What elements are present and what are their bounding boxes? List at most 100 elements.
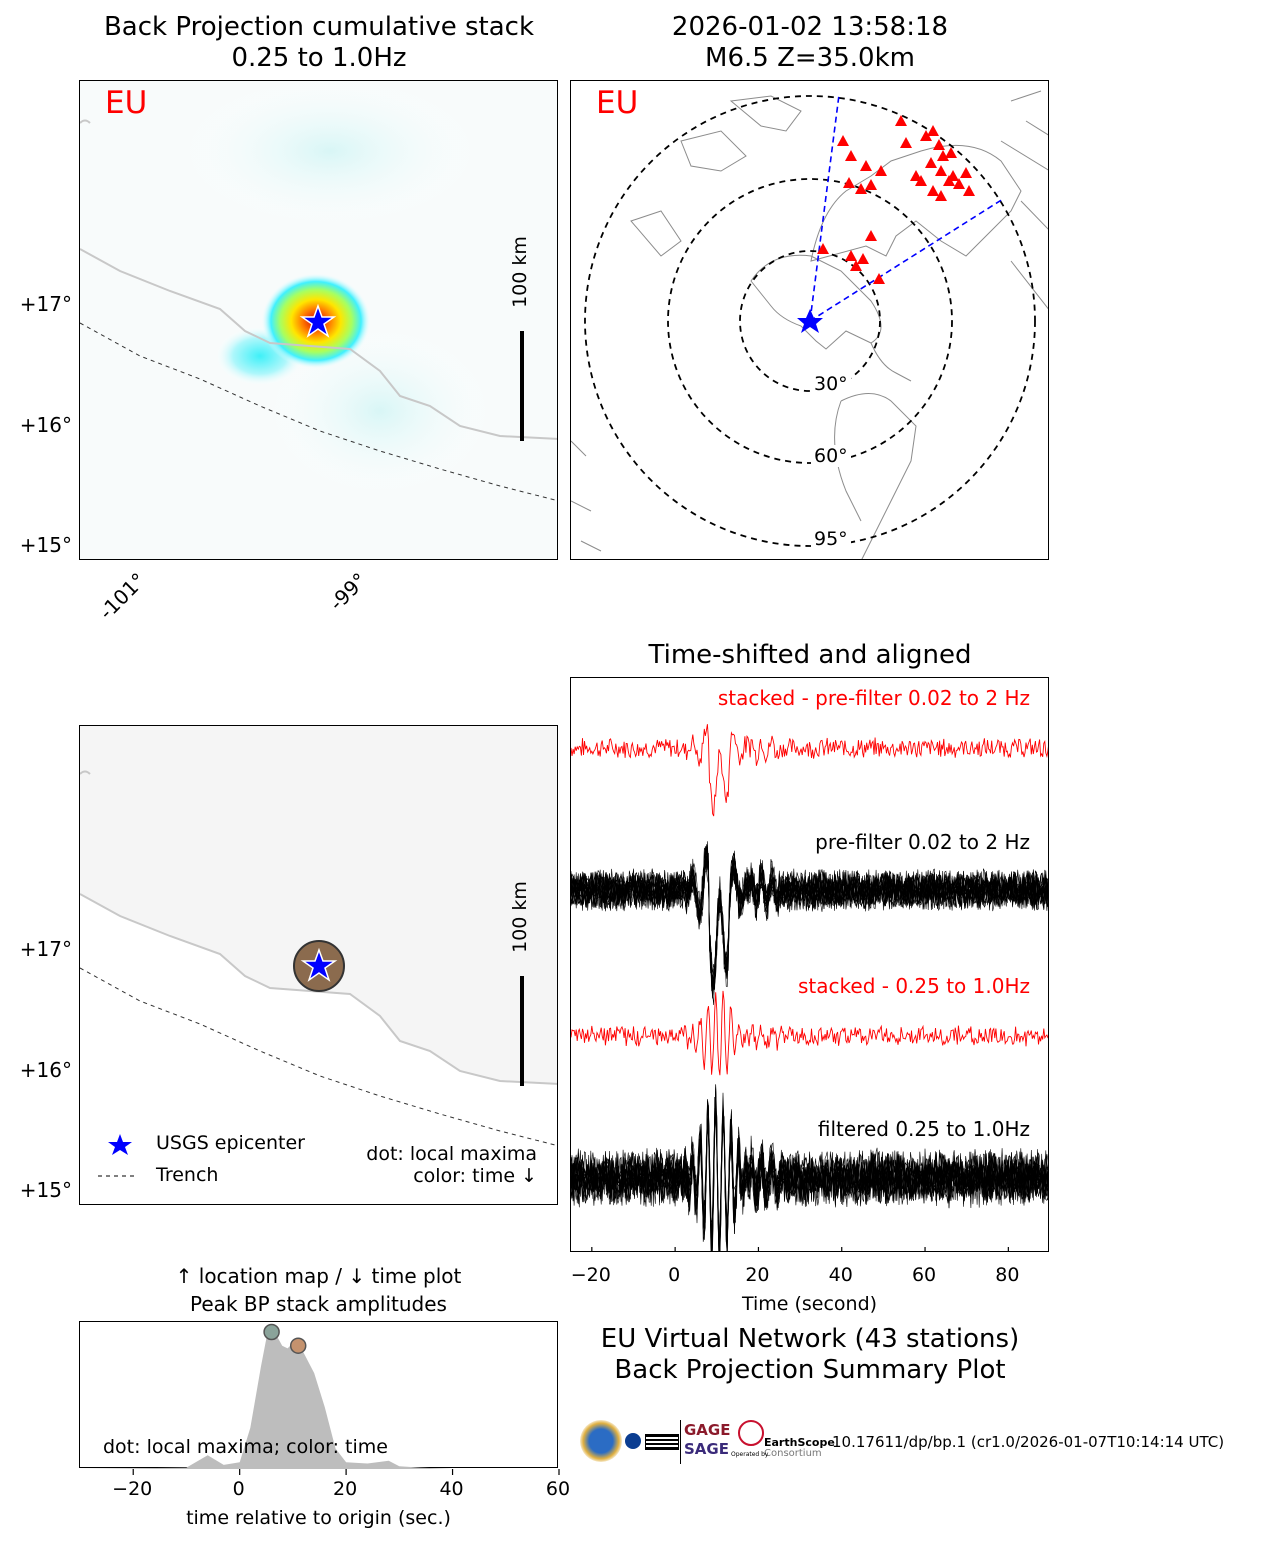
epicenter-star-icon	[797, 309, 823, 333]
network-label: EU	[596, 85, 639, 121]
earthscope-name: EarthScope	[764, 1436, 835, 1449]
traces-chart-graphic	[571, 724, 1048, 1251]
epicenter-star-icon	[299, 303, 337, 338]
ring-label-30: 30°	[811, 373, 851, 395]
network-label: EU	[105, 85, 148, 121]
station-triangle-icon	[943, 175, 955, 186]
operated-by: Operated by	[731, 1451, 769, 1458]
amplitude-xtick: 40	[439, 1478, 464, 1500]
stacked-prefilter-trace	[571, 724, 1048, 817]
amplitude-title: ↑ location map / ↓ time plot Peak BP sta…	[175, 1264, 462, 1316]
nsf-logo	[580, 1420, 622, 1462]
station-triangle-icon	[925, 157, 937, 168]
amplitude-area	[80, 1332, 559, 1469]
location-ytick: +16°	[19, 1058, 72, 1082]
local-maxima-dot	[263, 1323, 280, 1341]
station-triangle-icon	[817, 243, 829, 254]
prefilter-trace	[571, 846, 1048, 990]
traces-xtick: 20	[745, 1264, 770, 1286]
epicenter-star-icon	[300, 947, 338, 982]
station-triangle-icon	[927, 125, 939, 136]
prefilter-trace	[571, 844, 1048, 978]
earthscope-consortium: Consortium	[764, 1448, 822, 1459]
traces-xtick: −20	[570, 1264, 611, 1286]
map-ytick: +17°	[19, 292, 72, 316]
map-xtick: -99°	[324, 568, 372, 616]
amplitude-xtick: 0	[232, 1478, 245, 1500]
map-xtick: -101°	[94, 568, 151, 625]
map-ytick: +15°	[19, 533, 72, 557]
usgs-logo	[645, 1434, 679, 1450]
scale-label: 100 km	[508, 236, 531, 308]
station-triangle-icon	[837, 135, 849, 146]
logo-divider	[680, 1420, 681, 1464]
ring-label-95: 95°	[811, 528, 851, 550]
station-triangle-icon	[953, 178, 965, 189]
traces-xtick: 60	[911, 1264, 937, 1286]
traces-xtick: 40	[828, 1264, 853, 1286]
station-triangle-icon	[935, 165, 947, 176]
prefilter-trace	[571, 844, 1048, 986]
station-triangle-icon	[920, 130, 932, 141]
bp-stack-map: EU 100 km	[79, 80, 558, 560]
station-triangle-icon	[900, 137, 912, 148]
station-triangle-icon	[935, 190, 947, 201]
station-triangle-icon	[895, 115, 907, 126]
prefilter-trace	[571, 841, 1048, 999]
prefilter-trace	[571, 854, 1048, 991]
earthscope-logo	[738, 1420, 764, 1446]
station-triangle-icon	[960, 167, 972, 178]
legend-trench: Trench	[156, 1164, 219, 1186]
station-triangle-icon	[845, 150, 857, 161]
prefilter-trace	[571, 846, 1048, 980]
label-prefilter: pre-filter 0.02 to 2 Hz	[815, 830, 1030, 854]
amplitude-xlabel: time relative to origin (sec.)	[186, 1507, 451, 1529]
label-filtered: filtered 0.25 to 1.0Hz	[817, 1117, 1030, 1141]
station-triangle-icon	[933, 139, 945, 150]
station-triangle-icon	[857, 253, 869, 264]
legend-star-icon	[108, 1134, 132, 1155]
gage-logo: GAGE	[684, 1421, 731, 1439]
location-map-graphic	[80, 726, 557, 1204]
location-ytick: +17°	[19, 937, 72, 961]
map-title: Back Projection cumulative stack 0.25 to…	[103, 12, 535, 73]
station-triangle-icon	[850, 260, 862, 271]
station-triangle-icon	[860, 160, 872, 171]
station-globe-map: EU 30° 60° 95°	[570, 80, 1049, 560]
station-triangle-icon	[937, 150, 949, 161]
nasa-logo	[625, 1433, 641, 1449]
station-triangle-icon	[873, 273, 885, 284]
scale-label: 100 km	[508, 881, 531, 953]
event-title: 2026-01-02 13:58:18 M6.5 Z=35.0km	[671, 12, 949, 73]
traces-xtick: 80	[995, 1264, 1020, 1286]
station-triangle-icon	[963, 185, 975, 196]
traces-xlabel: Time (second)	[741, 1293, 878, 1315]
label-stacked-filtered: stacked - 0.25 to 1.0Hz	[798, 974, 1030, 998]
station-triangle-icon	[855, 183, 867, 194]
station-triangle-icon	[927, 185, 939, 196]
ring-label-60: 60°	[811, 445, 851, 467]
location-map: 100 km USGS epicenter Trench dot: local …	[79, 725, 558, 1205]
station-globe-graphic	[571, 90, 1048, 559]
station-triangle-icon	[910, 170, 922, 181]
location-ytick: +15°	[19, 1178, 72, 1202]
traces-xtick: 0	[668, 1264, 681, 1286]
station-triangle-icon	[915, 175, 927, 186]
station-triangle-icon	[865, 179, 877, 190]
prefilter-trace	[571, 847, 1048, 992]
amplitude-xtick: 60	[545, 1478, 571, 1500]
legend-epicenter: USGS epicenter	[156, 1132, 305, 1154]
amplitude-chart-graphic	[80, 1323, 560, 1475]
traces-title: Time-shifted and aligned	[648, 640, 972, 670]
prefilter-trace	[571, 846, 1048, 986]
bp-stack-map-graphic	[80, 81, 557, 559]
station-triangle-icon	[843, 177, 855, 188]
traces-chart: stacked - pre-filter 0.02 to 2 Hz pre-fi…	[570, 677, 1049, 1252]
prefilter-trace	[571, 847, 1048, 993]
station-triangle-icon	[945, 147, 957, 158]
station-triangle-icon	[875, 165, 887, 176]
map-ytick: +16°	[19, 413, 72, 437]
amplitude-chart: dot: local maxima; color: time	[79, 1321, 560, 1475]
amplitude-note: dot: local maxima; color: time	[103, 1436, 388, 1458]
label-stacked-prefilter: stacked - pre-filter 0.02 to 2 Hz	[717, 686, 1030, 710]
